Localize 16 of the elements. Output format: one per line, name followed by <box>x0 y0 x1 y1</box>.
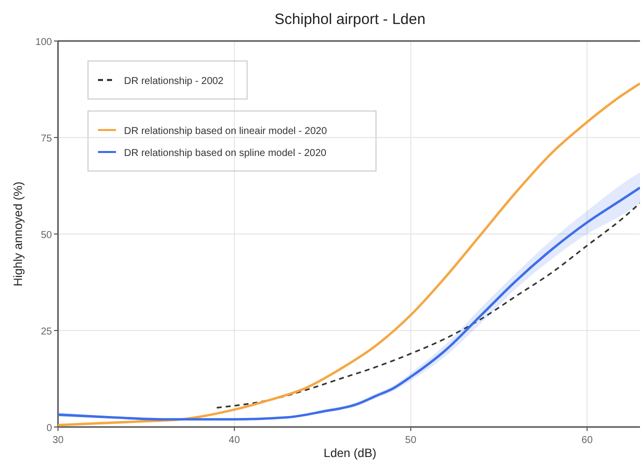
x-tick-label: 60 <box>582 435 594 446</box>
y-axis-title: Highly annoyed (%) <box>11 182 25 286</box>
x-axis-title: Lden (dB) <box>324 446 376 460</box>
x-tick-label: 50 <box>405 435 417 446</box>
x-tick-label: 40 <box>228 435 240 446</box>
y-tick-label: 100 <box>35 37 52 48</box>
chart-title: Schiphol airport - Lden <box>274 11 426 28</box>
y-tick-label: 75 <box>40 134 52 144</box>
legend-label: DR relationship based on lineair model - 2020 <box>124 126 328 137</box>
legend-label: DR relationship - 2002 <box>124 76 224 87</box>
y-tick-label: 0 <box>46 423 52 434</box>
legend-label: DR relationship based on spline model - 2020 <box>124 148 327 159</box>
y-tick-label: 50 <box>40 230 52 241</box>
line-series <box>216 202 640 408</box>
x-tick-label: 30 <box>52 435 64 446</box>
y-tick-label: 25 <box>40 326 52 338</box>
